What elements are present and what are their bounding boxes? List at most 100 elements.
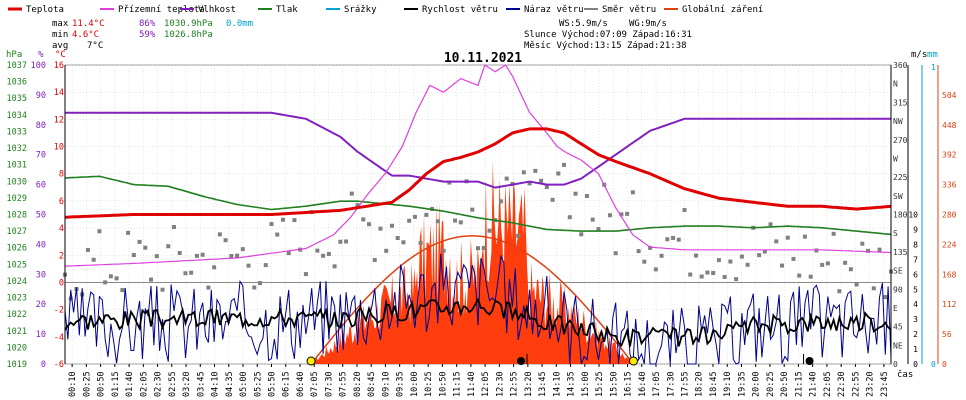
x-tick-label: 19:35 — [737, 371, 747, 397]
radiation-tick-label: 336 — [942, 181, 957, 190]
x-tick-label: 20:25 — [766, 371, 776, 397]
wind-direction-point — [854, 282, 859, 287]
wind-direction-point — [487, 228, 492, 233]
x-tick-label: 10:00 — [410, 371, 420, 397]
stats-min-label: min — [52, 30, 68, 40]
radiation-tick-label: 280 — [942, 211, 957, 220]
wind-tick-label: 2 — [913, 330, 918, 339]
wind-direction-point — [131, 253, 136, 258]
wind-direction-point — [315, 248, 320, 253]
wind-direction-point — [682, 208, 687, 213]
wind-direction-point — [470, 207, 475, 212]
wind-direction-point — [349, 191, 354, 196]
legend-label-rain: Srážky — [344, 5, 377, 15]
wind-direction-point — [866, 248, 871, 253]
wind-direction-point — [126, 230, 131, 235]
humidity-tick-label: 40 — [36, 240, 46, 250]
pressure-tick-label: 1019 — [7, 360, 27, 370]
wind-direction-point — [206, 285, 211, 290]
wind-direction-point — [258, 281, 263, 286]
direction-tick-label: 315 — [893, 98, 908, 107]
wind-direction-point — [367, 222, 372, 227]
wind-direction-point — [808, 274, 813, 279]
moonrise-marker — [517, 357, 526, 365]
wind-direction-point — [401, 240, 406, 245]
wind-direction-point — [791, 256, 796, 261]
legend-label-dir: Směr větru — [602, 5, 656, 15]
x-tick-label: 08:45 — [367, 371, 377, 397]
pressure-tick-label: 1029 — [7, 194, 27, 204]
wind-direction-point — [194, 253, 199, 258]
x-tick-label: 05:00 — [239, 371, 249, 397]
x-tick-label: 04:35 — [225, 371, 235, 397]
moonset-marker — [805, 357, 814, 365]
wind-direction-point — [223, 238, 228, 243]
info-moon: Měsíc Východ:13:15 Západ:21:38 — [524, 41, 687, 51]
wind-direction-point — [653, 267, 658, 272]
stats-block: max 11.4°C 86% 1030.9hPa 0.0mm min 4.6°C… — [52, 19, 253, 51]
radiation-tick-label: 0 — [942, 360, 947, 369]
x-tick-label: 21:15 — [794, 371, 804, 397]
wind-direction-point — [831, 231, 836, 236]
wind-direction-point — [814, 248, 819, 253]
pressure-tick-label: 1026 — [7, 244, 27, 254]
wind-direction-point — [435, 219, 440, 224]
wind-direction-point — [521, 170, 526, 175]
wind-direction-point — [642, 259, 647, 264]
x-tick-label: 22:05 — [823, 371, 833, 397]
wind-direction-point — [321, 253, 326, 258]
x-tick-label: 01:15 — [111, 371, 121, 397]
radiation-tick-label: 112 — [942, 300, 957, 309]
axis-unit-pressure: hPa — [6, 50, 22, 60]
wind-tick-label: 3 — [913, 315, 918, 324]
x-tick-label: 04:10 — [211, 371, 221, 397]
wind-direction-point — [757, 253, 762, 258]
wind-direction-point — [728, 259, 733, 264]
pressure-tick-label: 1036 — [7, 78, 27, 88]
x-tick-label: 16:15 — [624, 371, 634, 397]
x-tick-label: 02:55 — [168, 371, 178, 397]
wind-direction-point — [848, 267, 853, 272]
rain-tick-label: 1 — [931, 63, 936, 72]
wind-direction-point — [711, 270, 716, 275]
wind-direction-point — [716, 258, 721, 263]
wind-direction-point — [768, 222, 773, 227]
radiation-tick-label: 448 — [942, 121, 957, 130]
pressure-tick-label: 1034 — [7, 111, 27, 121]
x-tick-label: 06:15 — [282, 371, 292, 397]
wind-direction-point — [579, 232, 584, 237]
stats-min-hum: 59% — [139, 30, 156, 40]
stats-min-temp: 4.6°C — [72, 30, 99, 40]
wind-direction-point — [137, 239, 142, 244]
stats-avg-label: avg — [52, 41, 68, 51]
pressure-tick-label: 1037 — [7, 61, 27, 71]
wind-direction-point — [539, 178, 544, 183]
pressure-tick-label: 1035 — [7, 94, 27, 104]
wind-direction-point — [527, 181, 532, 186]
stats-max-rain: 0.0mm — [226, 19, 253, 29]
legend-label-dew: Přízemní teplota — [118, 5, 205, 15]
chart-title: 10.11.2021 — [444, 51, 522, 66]
wind-direction-point — [114, 276, 119, 281]
x-tick-label: 13:45 — [538, 371, 548, 397]
stats-min-press: 1026.8hPa — [164, 30, 213, 40]
wind-direction-point — [665, 237, 670, 242]
wind-direction-point — [412, 214, 417, 219]
wind-direction-point — [567, 215, 572, 220]
x-tick-label: 12:05 — [481, 371, 491, 397]
wind-direction-point — [877, 247, 882, 252]
legend-label-gust: Náraz větru — [524, 5, 584, 15]
wind-tick-label: 10 — [908, 211, 918, 220]
wind-direction-point — [453, 218, 458, 223]
pressure-tick-label: 1023 — [7, 294, 27, 304]
pressure-tick-label: 1028 — [7, 211, 27, 221]
direction-tick-label: W — [893, 154, 898, 163]
wind-direction-point — [693, 253, 698, 258]
wind-direction-point — [556, 171, 561, 176]
wind-direction-point — [120, 288, 125, 293]
x-tick-label: 17:55 — [681, 371, 691, 397]
radiation-tick-label: 392 — [942, 151, 957, 160]
wind-direction-point — [671, 235, 676, 240]
radiation-tick-label: 168 — [942, 270, 957, 279]
wind-direction-point — [458, 220, 463, 225]
